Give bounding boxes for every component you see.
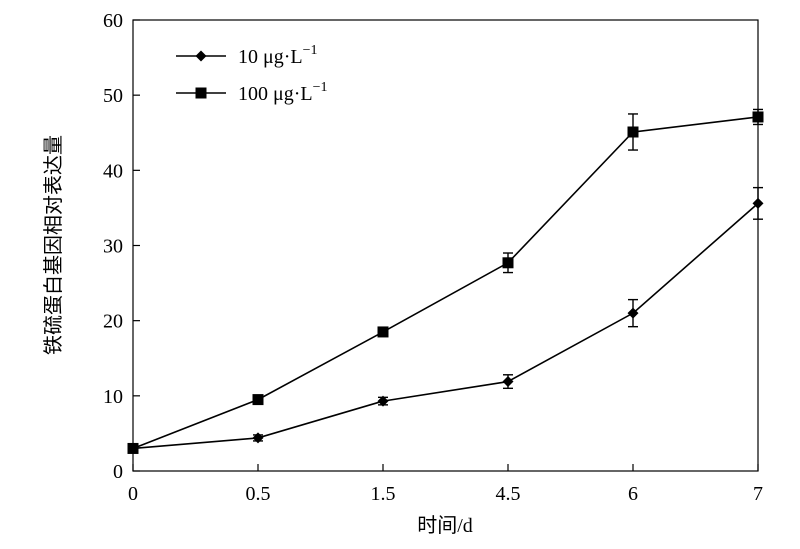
- data-point: [752, 197, 764, 209]
- data-point: [502, 257, 514, 269]
- series-1: [127, 108, 764, 454]
- data-point: [252, 394, 264, 406]
- series-line: [132, 116, 759, 450]
- legend-label-superscript: −1: [303, 43, 318, 58]
- y-axis-ticks: 0 10 20 30 40 50 60: [103, 10, 140, 483]
- legend-marker: [195, 87, 207, 99]
- x-tick-label: 0: [128, 483, 138, 505]
- y-axis-label: 铁硫蛋白基因相对表达量: [42, 135, 65, 355]
- x-tick-label: 6: [628, 483, 638, 505]
- data-point: [377, 326, 389, 338]
- legend-marker: [195, 50, 207, 62]
- data-point: [627, 307, 639, 319]
- y-tick-label: 50: [103, 85, 123, 107]
- y-tick-label: 40: [103, 160, 123, 182]
- legend-label: 10 μg·L−1: [238, 43, 318, 68]
- y-tick-label: 30: [103, 236, 123, 258]
- y-tick-label: 10: [103, 386, 123, 408]
- x-axis-ticks: 0 0.5 1.5 4.5 6 7: [128, 464, 763, 505]
- x-tick-label: 1.5: [371, 483, 396, 505]
- series-0: [127, 186, 764, 454]
- x-tick-label: 4.5: [496, 483, 521, 505]
- y-tick-label: 0: [113, 461, 123, 483]
- x-tick-label: 7: [753, 483, 763, 505]
- legend-item-1: 100 μg·L−1: [176, 80, 328, 105]
- legend-label-text: 100 μg·L: [238, 83, 313, 105]
- data-point: [502, 376, 514, 388]
- series-line: [132, 202, 759, 450]
- legend-label: 100 μg·L−1: [238, 80, 328, 105]
- y-tick-label: 60: [103, 10, 123, 32]
- legend-label-superscript: −1: [313, 80, 328, 95]
- legend-label-text: 10 μg·L: [238, 46, 303, 68]
- series-layer: [127, 108, 764, 454]
- y-tick-label: 20: [103, 311, 123, 333]
- x-tick-label: 0.5: [246, 483, 271, 505]
- legend-item-0: 10 μg·L−1: [176, 43, 318, 68]
- data-point: [377, 395, 389, 407]
- data-point: [627, 126, 639, 138]
- plot-frame: [132, 19, 759, 472]
- data-point: [127, 442, 139, 454]
- data-point: [252, 432, 264, 444]
- data-point: [752, 111, 764, 123]
- x-axis-label: 时间/d: [417, 514, 473, 537]
